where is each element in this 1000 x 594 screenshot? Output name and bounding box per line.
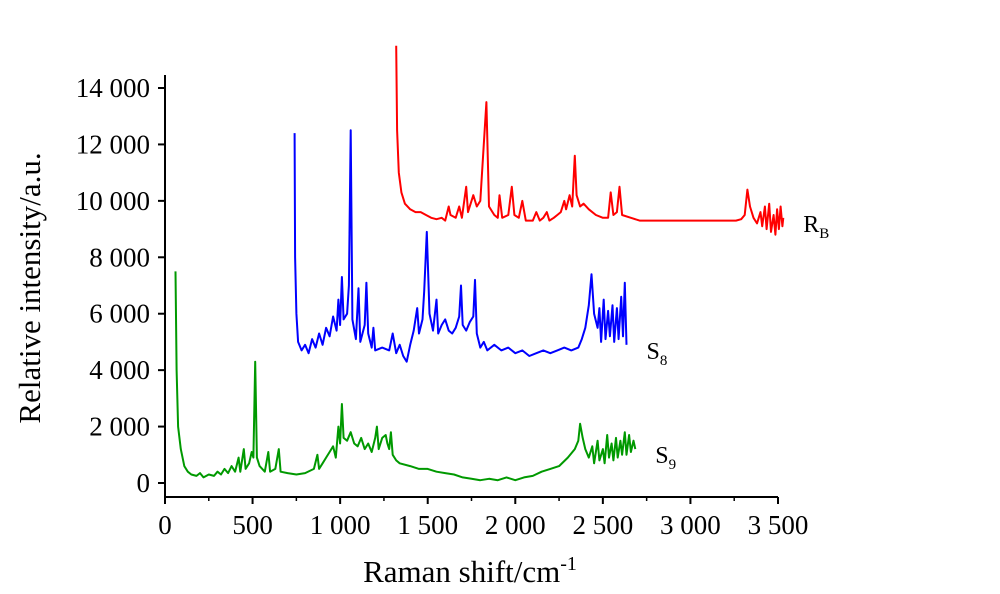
y-tick-label: 8 000 bbox=[89, 242, 150, 272]
series-line bbox=[395, 45, 785, 236]
y-tick-labels: 0 2 000 4 000 6 000 8 000 10 000 12 000 14 000 bbox=[76, 73, 150, 498]
x-tick-label: 0 bbox=[158, 510, 172, 540]
series-lines bbox=[174, 45, 785, 482]
x-tick-label: 1 500 bbox=[397, 510, 458, 540]
y-tick-label: 6 000 bbox=[89, 299, 150, 329]
y-ticks bbox=[158, 87, 165, 484]
x-ticks bbox=[164, 497, 779, 504]
series-label: S9 bbox=[655, 443, 676, 473]
x-tick-label: 3 000 bbox=[660, 510, 721, 540]
x-axis-title-sup: -1 bbox=[560, 553, 577, 575]
y-tick-label: 12 000 bbox=[76, 129, 150, 159]
x-axis-title: Raman shift/cm-1 bbox=[363, 553, 577, 589]
x-tick-labels: 0 500 1 000 1 500 2 000 2 500 3 000 3 500 bbox=[158, 510, 808, 540]
series-label: S8 bbox=[647, 339, 668, 369]
y-tick-label: 2 000 bbox=[89, 412, 150, 442]
series-label-name: S bbox=[647, 339, 660, 365]
x-tick-label: 2 500 bbox=[572, 510, 633, 540]
y-tick-label: 14 000 bbox=[76, 73, 150, 103]
series-label-name: S bbox=[655, 443, 668, 469]
y-axis-title: Relative intensity/a.u. bbox=[12, 152, 47, 423]
series-label-sub: B bbox=[819, 226, 829, 242]
series-label-name: R bbox=[803, 212, 819, 238]
x-axis: 0 500 1 000 1 500 2 000 2 500 3 000 3 500 bbox=[158, 496, 808, 540]
series-label-sub: 8 bbox=[660, 353, 668, 369]
x-tick-label: 1 000 bbox=[310, 510, 371, 540]
series-line bbox=[174, 271, 637, 482]
series-label: RB bbox=[803, 212, 829, 242]
x-tick-label: 2 000 bbox=[485, 510, 546, 540]
x-tick-label: 500 bbox=[232, 510, 273, 540]
series-label-sub: 9 bbox=[669, 457, 677, 473]
y-axis: 0 2 000 4 000 6 000 8 000 10 000 12 000 14 000 bbox=[76, 73, 166, 498]
y-tick-label: 10 000 bbox=[76, 186, 150, 216]
series-line bbox=[293, 129, 628, 363]
x-tick-label: 3 500 bbox=[748, 510, 809, 540]
y-tick-label: 4 000 bbox=[89, 355, 150, 385]
y-tick-label: 0 bbox=[137, 468, 151, 498]
